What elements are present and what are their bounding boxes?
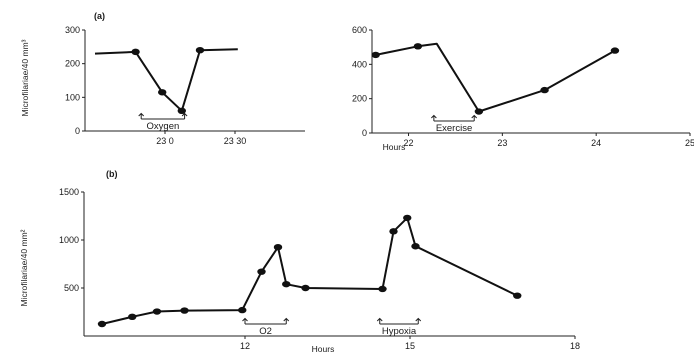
data-point — [610, 47, 620, 54]
x-tick-label: 15 — [405, 341, 415, 351]
data-point — [273, 244, 283, 251]
x-tick-label: 18 — [570, 341, 580, 351]
y-tick-label: 1500 — [59, 187, 79, 197]
y-tick-label: 200 — [65, 59, 80, 69]
data-point — [158, 89, 167, 96]
data-point — [131, 48, 140, 56]
data-point — [474, 108, 484, 115]
y-tick-label: 0 — [362, 128, 367, 138]
x-axis-label: Hours — [312, 344, 335, 354]
panel-a-oxygen-chart: 0 100 200 300 23 0 23 30 Microfilariae/40 mm³ (… — [20, 11, 305, 146]
panel-b-chart: 500 1000 1500 12 15 18 Microfilariae/40 mm² Hou… — [19, 169, 580, 354]
data-point — [97, 320, 107, 328]
y-tick-label: 100 — [65, 92, 80, 102]
x-tick-label: 24 — [591, 138, 601, 148]
data-point — [378, 285, 387, 293]
data-point — [389, 228, 398, 235]
data-point — [195, 47, 205, 54]
annotation-arrow-start — [138, 112, 145, 119]
x-tick-label: 23 0 — [156, 136, 174, 146]
data-point — [152, 308, 162, 315]
data-point — [238, 306, 247, 314]
data-point — [411, 243, 420, 250]
annotation-arrow-start — [242, 317, 248, 324]
annotation-arrow-end — [283, 317, 290, 324]
y-axis-label: Microfilariae/40 mm³ — [20, 39, 30, 116]
y-tick-label: 0 — [75, 126, 80, 136]
x-tick-label: 25 — [685, 138, 694, 148]
data-point — [257, 268, 266, 275]
data-point — [513, 292, 522, 299]
panel-label: (b) — [106, 169, 118, 179]
x-tick-label: 22 — [404, 138, 414, 148]
data-point — [282, 280, 291, 288]
series-line — [375, 42, 616, 113]
x-axis-label: Hours — [383, 142, 406, 152]
annotation-label: Exercise — [436, 123, 472, 134]
y-axis-label: Microfilariae/40 mm² — [19, 229, 29, 306]
annotation-arrow-start — [431, 114, 437, 121]
data-point — [128, 313, 137, 320]
series-line — [101, 216, 518, 325]
data-point — [180, 307, 189, 314]
data-point — [403, 214, 412, 222]
annotation-label: Hypoxia — [382, 326, 417, 337]
data-point — [540, 86, 549, 94]
series-line — [94, 48, 238, 112]
data-point — [301, 284, 310, 292]
annotation-label: Oxygen — [147, 121, 180, 132]
y-tick-label: 300 — [65, 25, 80, 35]
data-point — [371, 51, 380, 59]
x-tick-label: 12 — [240, 341, 250, 351]
x-tick-label: 23 — [497, 138, 507, 148]
data-point — [413, 43, 423, 50]
data-point — [177, 107, 186, 115]
y-tick-label: 600 — [352, 25, 367, 35]
y-tick-label: 400 — [352, 59, 367, 69]
annotation-label: O2 — [259, 326, 272, 337]
panel-label: (a) — [94, 11, 105, 21]
panel-a-exercise-chart: 0 200 400 600 22 23 24 25 Hours Exercise — [352, 25, 694, 152]
y-tick-label: 1000 — [59, 235, 79, 245]
annotation-arrow-end — [181, 112, 188, 119]
y-tick-label: 500 — [64, 283, 79, 293]
x-tick-label: 23 30 — [224, 136, 247, 146]
annotation-arrow-end — [471, 114, 478, 121]
annotation-arrow-start — [376, 317, 383, 324]
y-tick-label: 200 — [352, 94, 367, 104]
annotation-arrow-end — [415, 317, 422, 324]
